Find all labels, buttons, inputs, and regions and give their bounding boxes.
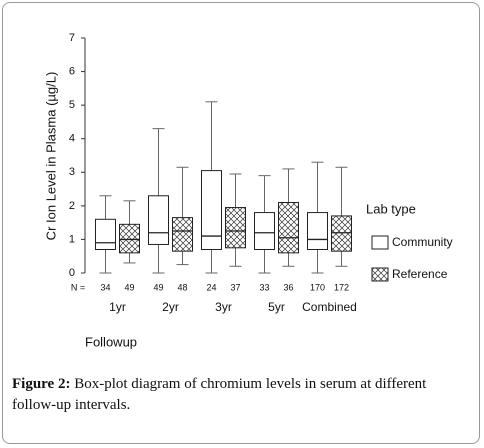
y-tick-label: 4 (69, 133, 75, 145)
figure-frame (2, 2, 480, 444)
box (225, 207, 246, 249)
y-tick-label: 3 (69, 166, 75, 178)
chart: Cr Ion Level in Plasma (µg/L) Followup L… (43, 32, 453, 350)
figure-caption: Figure 2: Box-plot diagram of chromium l… (12, 374, 472, 416)
legend-swatch (371, 235, 389, 250)
x-tick-label: 1yr (109, 300, 126, 314)
n-count: 33 (259, 282, 269, 292)
x-tick-label: 5yr (268, 300, 285, 314)
box (201, 170, 222, 251)
legend-label: Community (392, 235, 453, 249)
n-count: 24 (206, 282, 216, 292)
box (119, 223, 140, 254)
n-count: 37 (230, 282, 240, 292)
n-count: 34 (100, 282, 110, 292)
box (95, 218, 116, 251)
box (148, 195, 169, 245)
legend-swatch (371, 267, 389, 282)
n-label: N = (71, 282, 85, 292)
box (254, 212, 275, 250)
box (331, 215, 352, 252)
x-axis-label: Followup (85, 334, 137, 349)
n-count: 48 (177, 282, 187, 292)
n-count: 172 (334, 282, 349, 292)
legend-label: Reference (392, 267, 448, 281)
caption-text: Box-plot diagram of chromium levels in s… (12, 376, 427, 413)
x-tick-label: 3yr (215, 300, 232, 314)
y-tick-label: 1 (69, 233, 75, 245)
y-tick-label: 7 (69, 32, 75, 44)
n-count: 36 (283, 282, 293, 292)
y-tick-label: 0 (69, 267, 75, 279)
y-tick-label: 2 (69, 200, 75, 212)
n-count: 49 (124, 282, 134, 292)
y-axis-label: Cr Ion Level in Plasma (µg/L) (43, 72, 58, 241)
y-tick-label: 5 (69, 99, 75, 111)
legend-title: Lab type (366, 201, 416, 216)
n-count: 49 (153, 282, 163, 292)
box (307, 212, 328, 250)
box (278, 202, 299, 254)
box (172, 217, 193, 252)
x-tick-label: Combined (302, 300, 357, 314)
y-tick-label: 6 (69, 65, 75, 77)
n-count: 170 (310, 282, 325, 292)
caption-label: Figure 2: (12, 376, 71, 392)
x-tick-label: 2yr (162, 300, 179, 314)
